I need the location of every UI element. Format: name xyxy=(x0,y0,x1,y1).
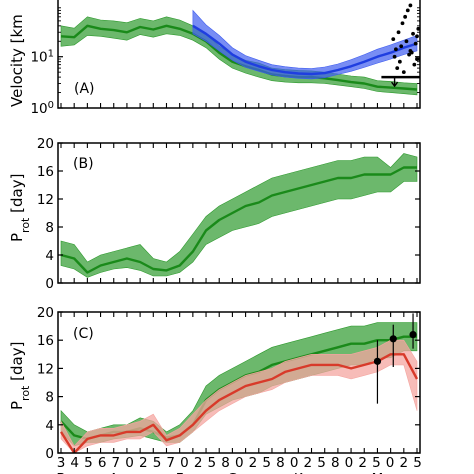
panel-a-observation-point xyxy=(403,14,408,19)
panel-a: (A) Velocity [km 100 101 xyxy=(8,0,426,118)
x-tick-label: 2 xyxy=(249,455,258,471)
panel-a-observation-point xyxy=(404,39,409,44)
x-tick-label: 2 xyxy=(304,455,313,471)
panel-a-frame xyxy=(57,0,421,109)
panel-a-plot-area xyxy=(60,3,426,96)
x-tick-label: 8 xyxy=(221,455,230,471)
spectral-type-label: A xyxy=(109,471,119,474)
y-tick-label: 16 xyxy=(37,164,54,180)
x-tick-label: 5 xyxy=(262,455,271,471)
y-tick-label: 0 xyxy=(45,276,54,292)
panel-a-observation-point xyxy=(411,31,415,36)
x-tick-label: 5 xyxy=(317,455,326,471)
panel-c-plot-area xyxy=(59,313,419,453)
panel-a-observation-point xyxy=(401,70,406,75)
panel-a-upper-limit-arrow xyxy=(391,77,399,88)
y-tick-label: 12 xyxy=(37,361,54,377)
panel-a-observation-point xyxy=(395,66,400,70)
spectral-type-label: B xyxy=(56,471,65,474)
panel-c-frame xyxy=(57,311,421,454)
y-tick-label: 101 xyxy=(30,48,54,65)
panel-b: (B) Prot [day] 0 4 8 12 16 20 xyxy=(8,136,421,292)
panel-a-observation-point xyxy=(416,26,420,31)
panel-c-observation-point xyxy=(373,357,382,365)
y-tick-label: 4 xyxy=(45,248,54,264)
panel-a-observation-point xyxy=(407,52,411,57)
y-tick-label: 20 xyxy=(37,136,54,152)
spectral-type-label: K xyxy=(294,471,304,474)
panel-c-observation-point xyxy=(389,335,397,343)
x-tick-label: 5 xyxy=(208,455,217,471)
x-tick-label: 5 xyxy=(153,455,162,471)
spectral-type-label: G xyxy=(227,471,237,474)
x-tick-label: 5 xyxy=(84,455,93,471)
panel-a-ylabel: Velocity [km xyxy=(8,14,26,107)
panel-c-series-1-line xyxy=(59,353,419,453)
panel-a-observation-point xyxy=(420,24,424,28)
panel-a-observation-point xyxy=(391,37,396,42)
panel-a-observation-point xyxy=(412,62,417,67)
x-tick-label: 3 xyxy=(57,455,66,471)
x-tick-label: 2 xyxy=(358,455,367,471)
panel-b-ylabel: Prot [day] xyxy=(8,174,32,242)
panel-b-y-ticks: 0 4 8 12 16 20 xyxy=(37,136,420,292)
panel-a-observation-point xyxy=(397,59,402,64)
y-tick-label: 12 xyxy=(37,192,54,208)
panel-c-ylabel: Prot [day] xyxy=(8,342,32,410)
x-tick-label: 2 xyxy=(139,455,148,471)
y-tick-label: 0 xyxy=(45,446,54,462)
panel-b-label: (B) xyxy=(73,156,94,172)
panel-a-observation-point xyxy=(392,54,397,59)
panel-c-y-ticks: 0 4 8 12 16 20 xyxy=(37,305,420,462)
x-tick-label: 0 xyxy=(386,455,395,471)
x-tick-label: 0 xyxy=(235,455,244,471)
spectral-type-label: F xyxy=(176,471,184,474)
panel-a-observation-point xyxy=(396,30,401,35)
panel-c-series-1-band xyxy=(60,339,418,453)
x-tick-label: 6 xyxy=(98,455,107,471)
panel-a-observation-point xyxy=(394,47,398,52)
panel-a-series-1-band xyxy=(192,9,418,80)
panel-a-label: (A) xyxy=(74,81,95,97)
x-tick-label: 7 xyxy=(166,455,175,471)
x-tick-label: 0 xyxy=(180,455,189,471)
y-tick-label: 20 xyxy=(37,305,54,321)
x-tick-label: 0 xyxy=(125,455,134,471)
y-tick-label: 4 xyxy=(45,418,54,434)
panel-b-frame xyxy=(57,142,421,284)
panel-b-series-0-band xyxy=(60,153,418,278)
y-tick-label: 16 xyxy=(37,333,54,349)
panel-a-observation-point xyxy=(415,34,419,39)
x-tick-label: 8 xyxy=(331,455,340,471)
panel-a-observation-point xyxy=(405,8,410,13)
panel-b-plot-area xyxy=(60,153,418,278)
panel-a-observation-point xyxy=(400,21,405,26)
panel-a-observation-point xyxy=(408,3,413,8)
x-tick-label: 2 xyxy=(400,455,409,471)
panel-b-series-0-line xyxy=(60,166,417,274)
y-tick-label: 100 xyxy=(30,100,54,118)
panel-a-series-1-line xyxy=(192,24,418,76)
x-tick-label: 5 xyxy=(413,455,422,471)
panel-c-observation-point xyxy=(409,330,417,339)
panel-a-observation-point xyxy=(413,41,418,46)
spectral-type-label: M xyxy=(372,471,384,474)
x-tick-label: 4 xyxy=(70,455,79,471)
panel-a-observation-point xyxy=(408,48,413,53)
x-tick-label: 5 xyxy=(372,455,381,471)
x-tick-label: 0 xyxy=(345,455,354,471)
x-tick-label: 7 xyxy=(112,455,121,471)
x-tick-label: 2 xyxy=(194,455,203,471)
y-tick-label: 8 xyxy=(45,390,54,406)
panel-c-label: (C) xyxy=(73,326,94,342)
panel-a-observation-point xyxy=(422,46,426,50)
x-tick-label: 0 xyxy=(290,455,299,471)
panel-c-spectral-types: BAFGKM xyxy=(56,471,383,474)
x-tick-label: 8 xyxy=(276,455,285,471)
y-tick-label: 8 xyxy=(45,220,54,236)
panel-a-observation-point xyxy=(399,44,404,49)
